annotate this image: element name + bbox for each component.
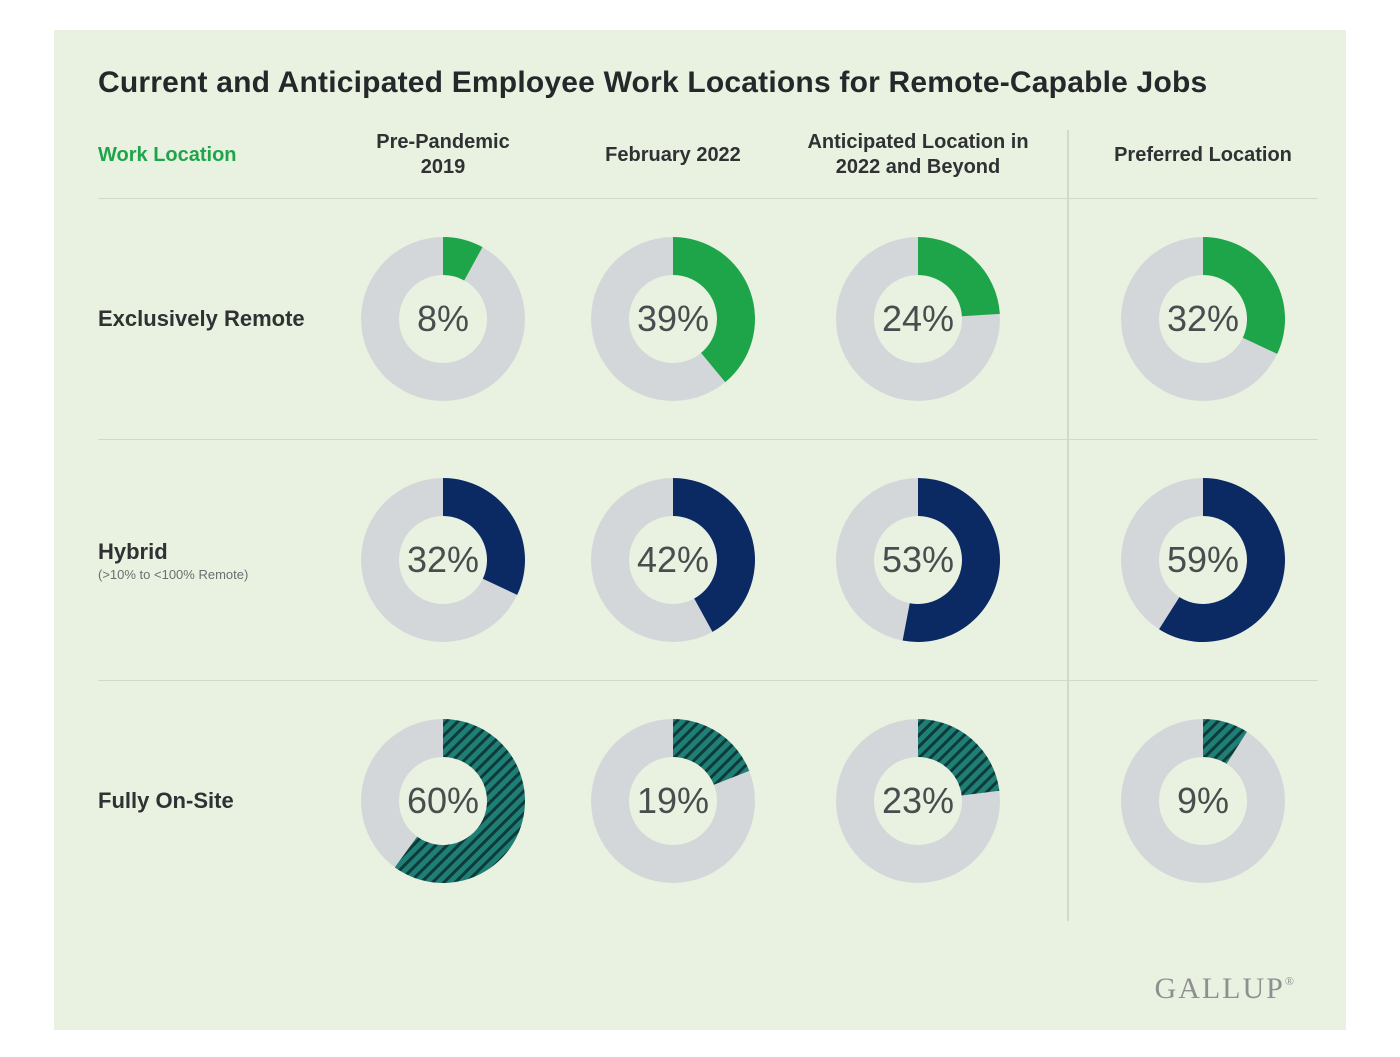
column-separator [1048, 681, 1088, 921]
chart-title: Current and Anticipated Employee Work Lo… [98, 66, 1306, 100]
donut-value: 42% [583, 470, 763, 650]
donut-value: 19% [583, 711, 763, 891]
donut-value: 39% [583, 229, 763, 409]
row-label-hybrid: Hybrid(>10% to <100% Remote) [98, 539, 328, 582]
donut-remote-preferred: 32% [1088, 199, 1318, 439]
col-header-anticipated: Anticipated Location in2022 and Beyond [788, 130, 1048, 198]
col-header-pre2019: Pre-Pandemic2019 [328, 130, 558, 198]
row-header-label: Work Location [98, 144, 328, 185]
donut-hybrid-pre2019: 32% [328, 440, 558, 680]
donut-value: 24% [828, 229, 1008, 409]
donut-value: 59% [1113, 470, 1293, 650]
donut-hybrid-feb2022: 42% [558, 440, 788, 680]
donut-remote-pre2019: 8% [328, 199, 558, 439]
donut-onsite-pre2019: 60% [328, 681, 558, 921]
registered-icon: ® [1285, 974, 1296, 988]
donut-value: 23% [828, 711, 1008, 891]
donut-onsite-preferred: 9% [1088, 681, 1318, 921]
donut-value: 53% [828, 470, 1008, 650]
row-label-onsite: Fully On-Site [98, 788, 328, 814]
donut-onsite-anticipated: 23% [788, 681, 1048, 921]
chart-panel: Current and Anticipated Employee Work Lo… [54, 30, 1346, 1030]
brand-label: GALLUP® [1155, 972, 1296, 1006]
donut-hybrid-preferred: 59% [1088, 440, 1318, 680]
col-header-feb2022: February 2022 [558, 143, 788, 186]
donut-remote-anticipated: 24% [788, 199, 1048, 439]
donut-value: 32% [1113, 229, 1293, 409]
donut-value: 8% [353, 229, 533, 409]
column-separator [1048, 440, 1088, 680]
donut-value: 60% [353, 711, 533, 891]
donut-onsite-feb2022: 19% [558, 681, 788, 921]
donut-value: 9% [1113, 711, 1293, 891]
donut-hybrid-anticipated: 53% [788, 440, 1048, 680]
donut-remote-feb2022: 39% [558, 199, 788, 439]
donut-grid: Work Location Pre-Pandemic2019 February … [98, 130, 1306, 921]
donut-value: 32% [353, 470, 533, 650]
row-label-remote: Exclusively Remote [98, 306, 328, 332]
column-separator [1048, 130, 1088, 198]
column-separator [1048, 199, 1088, 439]
col-header-preferred: Preferred Location [1088, 143, 1318, 186]
